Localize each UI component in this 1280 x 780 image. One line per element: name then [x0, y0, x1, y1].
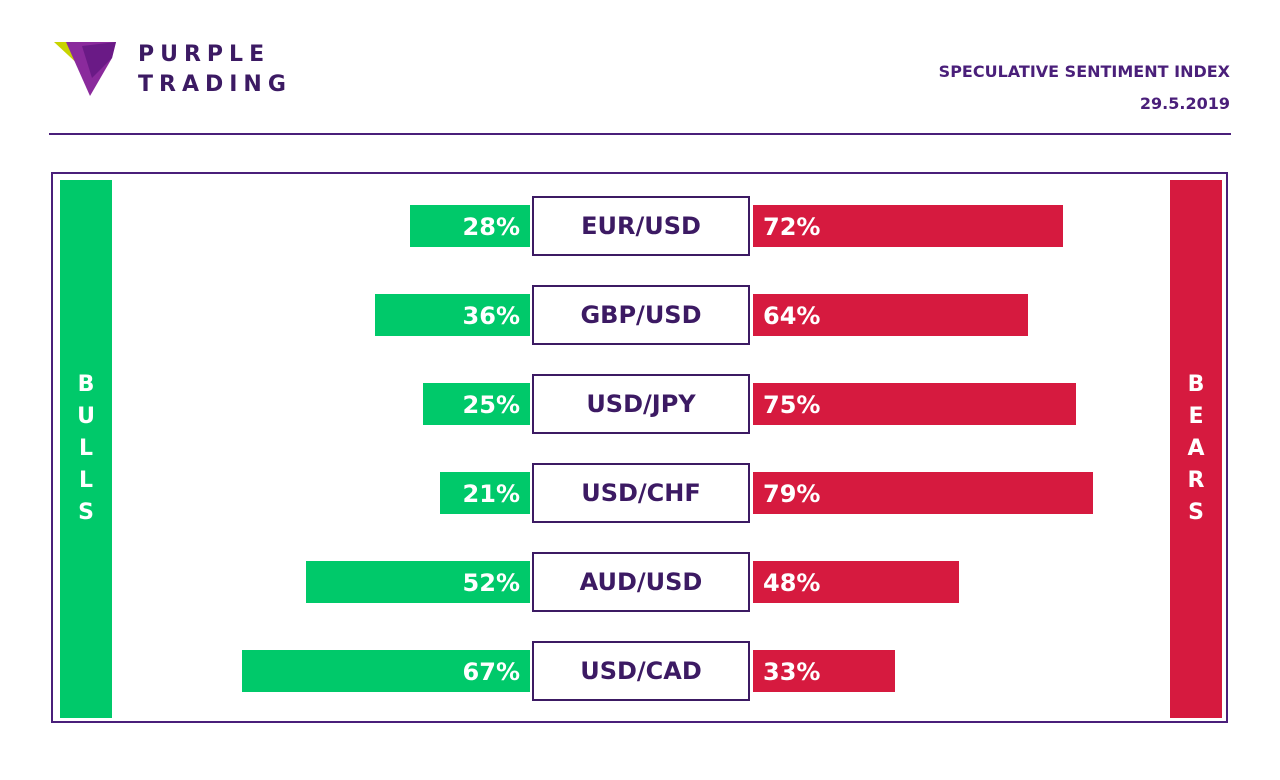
bear-percent-label: 33%	[763, 658, 821, 686]
page-title: SPECULATIVE SENTIMENT INDEX	[938, 62, 1230, 81]
side-label-letter: E	[1188, 404, 1204, 429]
brand-line1: PURPLE	[138, 42, 271, 67]
side-label-letter: B	[1187, 372, 1205, 397]
chart-row: 28% EUR/USD 72%	[0, 196, 1280, 256]
bull-percent-label: 36%	[462, 302, 520, 330]
chart-row: 67% USD/CAD 33%	[0, 641, 1280, 701]
divider	[49, 133, 1231, 135]
bull-percent-label: 25%	[462, 391, 520, 419]
report-date: 29.5.2019	[1139, 94, 1230, 113]
bull-bar	[409, 205, 530, 247]
brand-name: PURPLE TRADING	[138, 40, 292, 100]
bull-percent-label: 52%	[462, 569, 520, 597]
side-label-letter: B	[77, 372, 95, 397]
side-label-letter: U	[77, 404, 95, 429]
currency-pair-label: USD/CHF	[532, 463, 750, 523]
bear-percent-label: 64%	[763, 302, 821, 330]
bull-percent-label: 67%	[462, 658, 520, 686]
bull-bar	[422, 383, 530, 425]
bull-bar	[375, 294, 530, 336]
currency-pair-label: AUD/USD	[532, 552, 750, 612]
currency-pair-label: GBP/USD	[532, 285, 750, 345]
side-label-letter: A	[1187, 436, 1205, 461]
chart-row: 52% AUD/USD 48%	[0, 552, 1280, 612]
bear-percent-label: 48%	[763, 569, 821, 597]
side-label-letter: S	[1188, 500, 1204, 525]
side-label-letter: L	[78, 468, 94, 493]
bear-bar	[753, 294, 1029, 336]
bear-percent-label: 79%	[763, 480, 821, 508]
currency-pair-label: EUR/USD	[532, 196, 750, 256]
bear-bar	[753, 650, 895, 692]
bear-percent-label: 72%	[763, 213, 821, 241]
side-label-letter: S	[78, 500, 94, 525]
currency-pair-label: USD/JPY	[532, 374, 750, 434]
bear-percent-label: 75%	[763, 391, 821, 419]
logo-icon	[54, 42, 116, 96]
chart-row: 21% USD/CHF 79%	[0, 463, 1280, 523]
brand-line2: TRADING	[138, 72, 292, 97]
currency-pair-label: USD/CAD	[532, 641, 750, 701]
bear-bar	[753, 561, 960, 603]
chart-frame	[51, 172, 1228, 723]
chart-row: 36% GBP/USD 64%	[0, 285, 1280, 345]
bull-bar	[306, 561, 530, 603]
bull-percent-label: 28%	[462, 213, 520, 241]
header: SPECULATIVE SENTIMENT INDEX 29.5.2019	[939, 56, 1230, 120]
logo: PURPLE TRADING	[52, 38, 312, 102]
chart-row: 25% USD/JPY 75%	[0, 374, 1280, 434]
bear-bar	[753, 472, 1093, 514]
side-label-letter: R	[1187, 468, 1205, 493]
bear-bar	[753, 383, 1076, 425]
bull-bar	[439, 472, 530, 514]
side-label-letter: L	[78, 436, 94, 461]
bear-bar	[753, 205, 1063, 247]
bull-percent-label: 21%	[462, 480, 520, 508]
bull-bar	[241, 650, 530, 692]
